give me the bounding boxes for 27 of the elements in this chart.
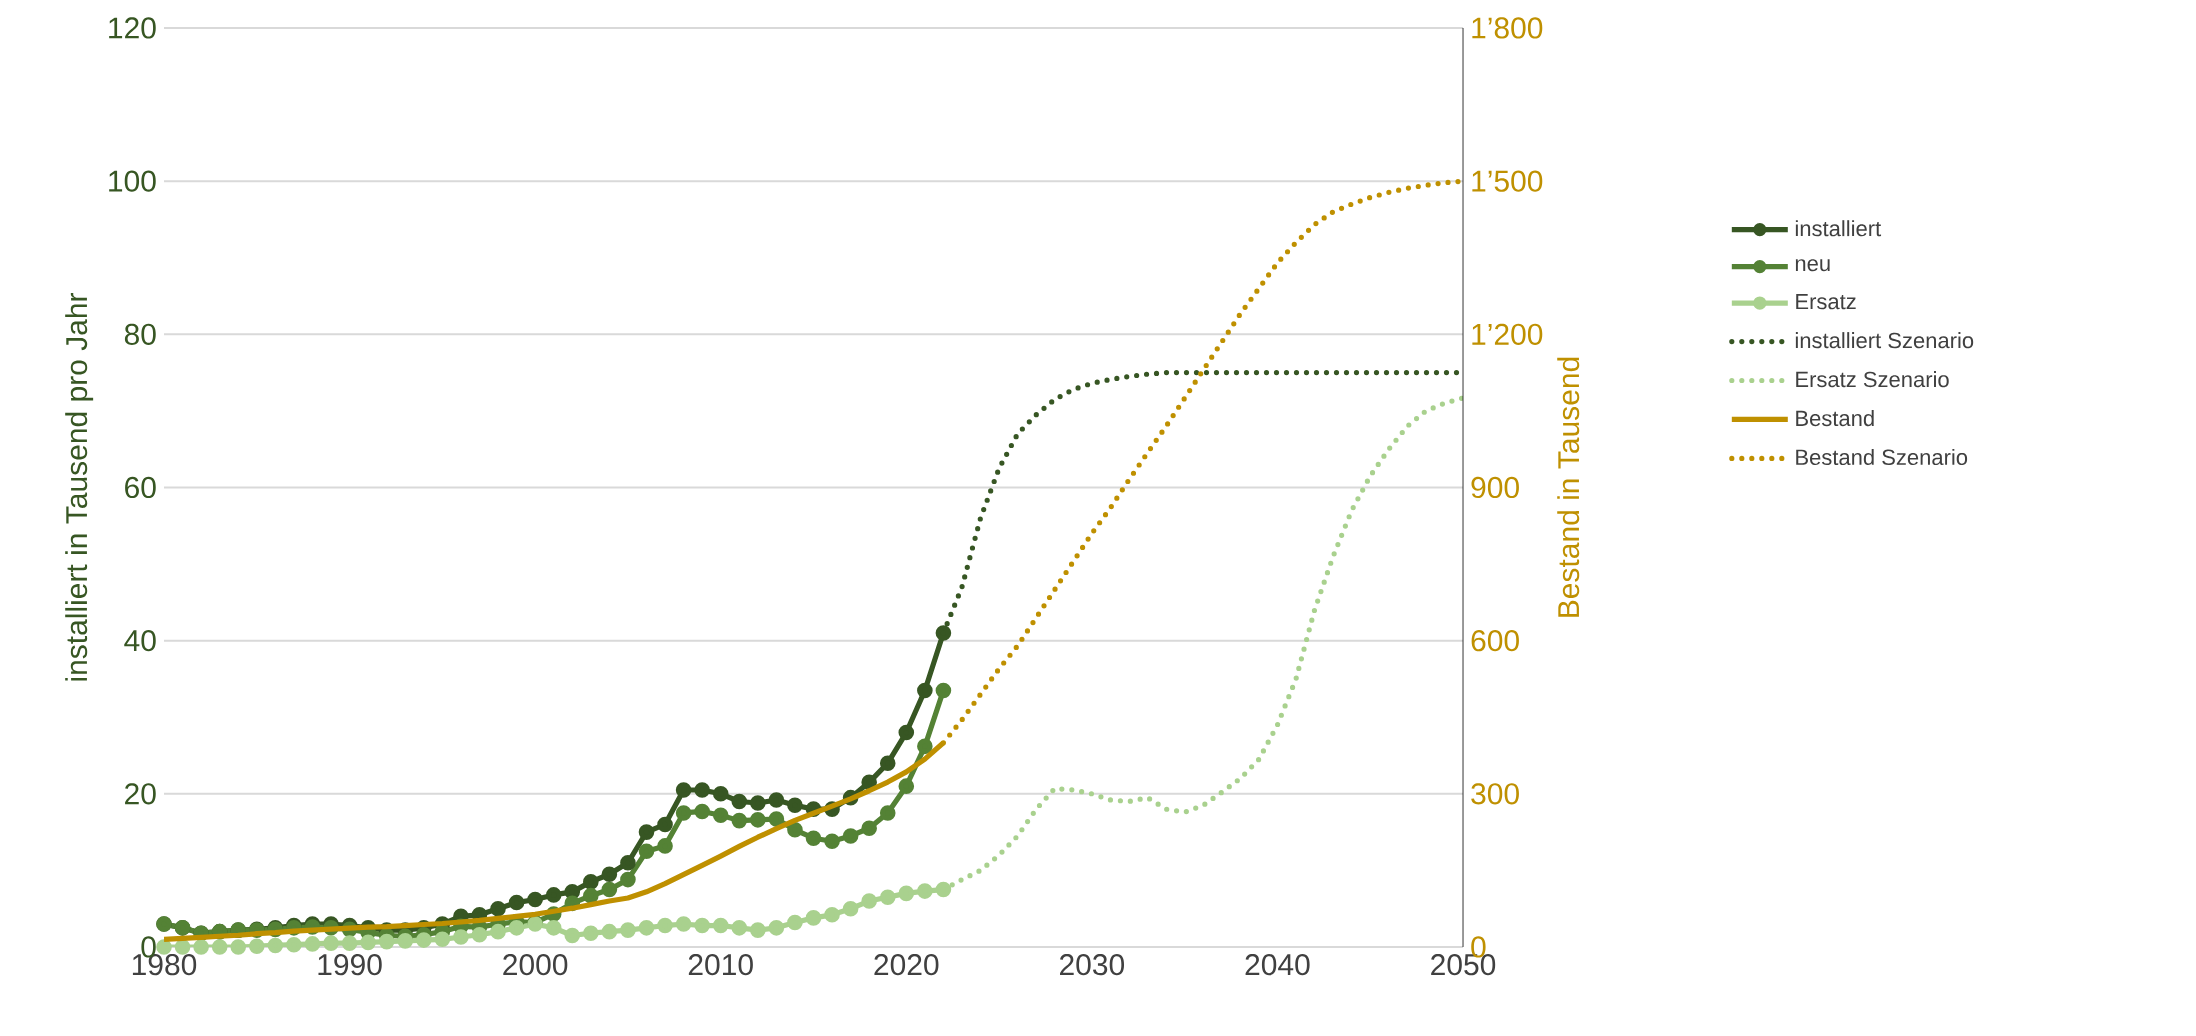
legend-label: installiert xyxy=(1795,220,1882,237)
y-tick-label: 60 xyxy=(125,476,156,499)
x-tick-label: 2020 xyxy=(874,954,939,976)
legend-label: Ersatz xyxy=(1796,293,1856,310)
legend-label: neu xyxy=(1795,259,1830,272)
legend-label: installiert Szenario xyxy=(1795,332,1974,349)
legend-label: Ersatz Szenario xyxy=(1796,371,1949,388)
y-tick-label: 20 xyxy=(125,783,156,805)
y2-tick-label: 300 xyxy=(1471,783,1519,805)
y2-axis-title: Bestand in Tausend xyxy=(1557,357,1580,617)
y-axis-title: installiert in Tausend pro Jahr xyxy=(65,292,94,681)
x-tick-label: 2040 xyxy=(1245,954,1310,976)
y-tick-label: 100 xyxy=(109,170,156,192)
y-tick-label: 120 xyxy=(109,17,156,39)
y2-tick-label: 1’800 xyxy=(1472,17,1543,39)
x-tick-label: 1990 xyxy=(318,954,382,976)
y2-tick-label: 1’200 xyxy=(1472,323,1543,345)
x-tick-label: 2000 xyxy=(503,954,568,976)
legend-label: Bestand xyxy=(1796,409,1874,427)
y2-tick-label: 900 xyxy=(1471,476,1519,499)
y-tick-label: 40 xyxy=(124,630,156,652)
y2-tick-label: 600 xyxy=(1471,630,1519,652)
x-tick-label: 2030 xyxy=(1060,954,1125,976)
y2-tick-label: 1’500 xyxy=(1472,170,1543,192)
legend-label: Bestand Szenario xyxy=(1796,448,1968,466)
y-tick-label: 80 xyxy=(124,323,156,345)
x-tick-label: 2010 xyxy=(688,954,753,976)
